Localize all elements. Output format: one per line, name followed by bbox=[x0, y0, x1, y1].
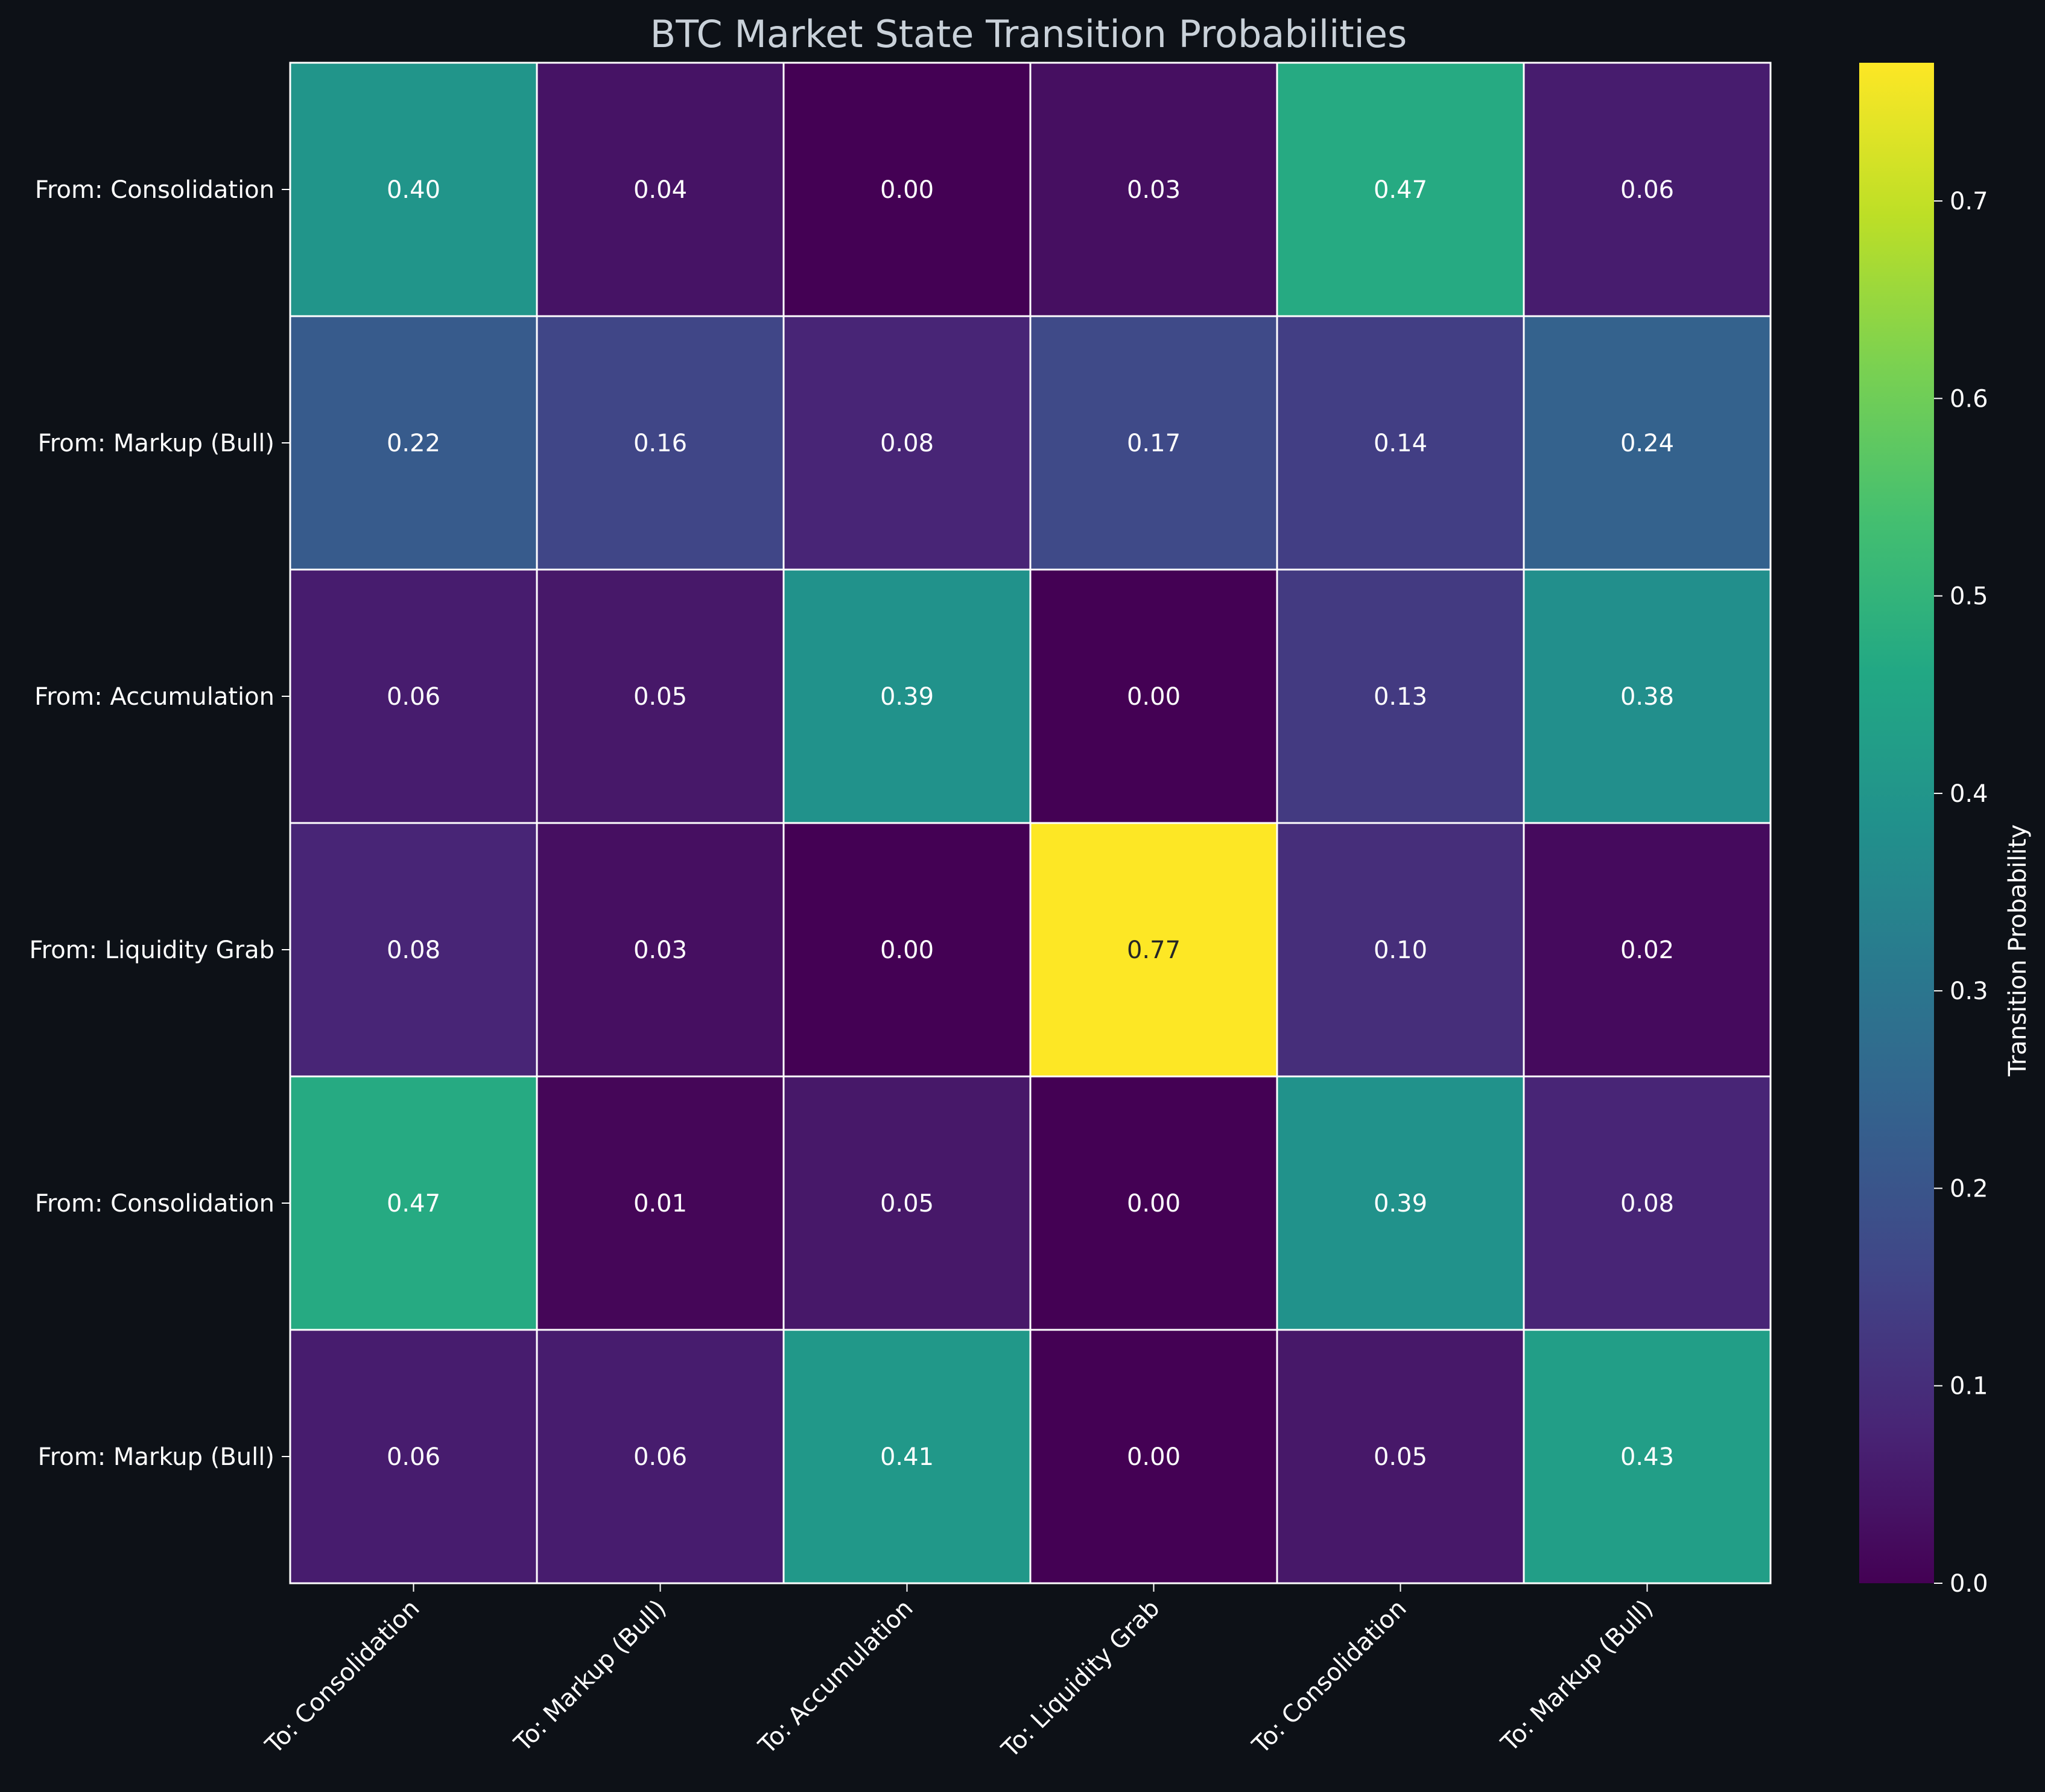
heatmap-cell bbox=[289, 62, 538, 317]
heatmap-cell bbox=[289, 568, 538, 824]
cell-value-label: 0.06 bbox=[387, 683, 440, 711]
heatmap-cell bbox=[289, 1329, 538, 1584]
cell-value-label: 0.05 bbox=[633, 683, 687, 711]
heatmap-cells: 0.40 0.04 0.00 0.03 0.47 0.06 0.22 0.16 0.08 0.17… bbox=[289, 62, 1772, 1584]
cell-value-label: 0.41 bbox=[880, 1443, 934, 1471]
heatmap-cell bbox=[782, 822, 1032, 1078]
cell-value-label: 0.00 bbox=[1127, 1443, 1181, 1471]
heatmap-cell bbox=[1523, 1329, 1772, 1584]
cell-value-label: 0.03 bbox=[1127, 176, 1181, 204]
y-tick-labels: From: Consolidation From: Markup (Bull) Fr… bbox=[30, 176, 290, 1471]
colorbar: 0.0 0.1 0.2 0.3 0.4 0.5 0.6 0.7 bbox=[1859, 63, 1988, 1598]
y-tick-label: From: Markup (Bull) bbox=[38, 430, 274, 457]
cell-value-label: 0.43 bbox=[1620, 1443, 1674, 1471]
heatmap-cell bbox=[782, 62, 1032, 317]
heatmap-cell bbox=[536, 62, 785, 317]
colorbar-tick-label: 0.1 bbox=[1950, 1373, 1988, 1400]
cell-value-label: 0.47 bbox=[1374, 176, 1427, 204]
heatmap-cell bbox=[536, 568, 785, 824]
cell-value-label: 0.01 bbox=[633, 1190, 687, 1218]
cell-value-label: 0.14 bbox=[1374, 430, 1427, 457]
cell-value-label: 0.17 bbox=[1127, 430, 1181, 457]
cell-value-label: 0.05 bbox=[1374, 1443, 1427, 1471]
cell-value-label: 0.06 bbox=[633, 1443, 687, 1471]
heatmap-cell bbox=[1276, 822, 1525, 1078]
cell-value-label: 0.10 bbox=[1374, 936, 1427, 964]
cell-value-label: 0.00 bbox=[880, 176, 934, 204]
cell-value-label: 0.47 bbox=[387, 1190, 440, 1218]
heatmap-cell bbox=[1276, 568, 1525, 824]
cell-value-label: 0.22 bbox=[387, 430, 440, 457]
cell-value-label: 0.00 bbox=[1127, 1190, 1181, 1218]
heatmap-cell bbox=[1029, 315, 1278, 571]
colorbar-tick-label: 0.5 bbox=[1950, 583, 1988, 611]
cell-value-label: 0.16 bbox=[633, 430, 687, 457]
cell-value-label: 0.40 bbox=[387, 176, 440, 204]
cell-value-label: 0.13 bbox=[1374, 683, 1427, 711]
colorbar-tick-label: 0.2 bbox=[1950, 1175, 1988, 1203]
y-tick-label: From: Consolidation bbox=[35, 176, 274, 204]
cell-value-label: 0.38 bbox=[1620, 683, 1674, 711]
cell-value-label: 0.39 bbox=[1374, 1190, 1427, 1218]
heatmap-cell bbox=[1523, 1075, 1772, 1331]
cell-value-label: 0.04 bbox=[633, 176, 687, 204]
y-tick-label: From: Markup (Bull) bbox=[38, 1443, 274, 1471]
cell-value-label: 0.03 bbox=[633, 936, 687, 964]
heatmap-cell bbox=[536, 315, 785, 571]
cell-value-label: 0.08 bbox=[1620, 1190, 1674, 1218]
cell-value-label: 0.77 bbox=[1127, 936, 1181, 964]
cell-value-label: 0.02 bbox=[1620, 936, 1674, 964]
heatmap-cell bbox=[1029, 568, 1278, 824]
colorbar-gradient bbox=[1859, 63, 1934, 1583]
cell-value-label: 0.24 bbox=[1620, 430, 1674, 457]
cell-value-label: 0.08 bbox=[880, 430, 934, 457]
colorbar-tick-label: 0.6 bbox=[1950, 385, 1988, 413]
cell-value-label: 0.00 bbox=[880, 936, 934, 964]
colorbar-tick-label: 0.3 bbox=[1950, 977, 1988, 1005]
heatmap-cell bbox=[782, 1329, 1032, 1584]
y-tick-label: From: Consolidation bbox=[35, 1190, 274, 1218]
y-tick-label: From: Liquidity Grab bbox=[30, 936, 274, 964]
heatmap-cell bbox=[536, 1075, 785, 1331]
heatmap-cell bbox=[1523, 568, 1772, 824]
cell-value-label: 0.05 bbox=[880, 1190, 934, 1218]
colorbar-tick-label: 0.0 bbox=[1950, 1570, 1988, 1598]
colorbar-label: Transition Probability bbox=[2004, 824, 2032, 1077]
cell-value-label: 0.39 bbox=[880, 683, 934, 711]
chart-title: BTC Market State Transition Probabilitie… bbox=[650, 12, 1407, 56]
heatmap-cell bbox=[782, 568, 1032, 824]
cell-value-label: 0.00 bbox=[1127, 683, 1181, 711]
heatmap-cell bbox=[1029, 822, 1278, 1078]
heatmap-cell bbox=[289, 315, 538, 571]
heatmap-cell bbox=[1276, 1075, 1525, 1331]
heatmap-cell bbox=[1276, 1329, 1525, 1584]
heatmap-cell bbox=[1523, 315, 1772, 571]
heatmap-cell bbox=[782, 315, 1032, 571]
cell-value-label: 0.08 bbox=[387, 936, 440, 964]
heatmap-cell bbox=[1523, 822, 1772, 1078]
y-tick-label: From: Accumulation bbox=[34, 683, 274, 711]
heatmap-cell bbox=[289, 822, 538, 1078]
colorbar-tick-label: 0.4 bbox=[1950, 780, 1988, 808]
heatmap-cell bbox=[1029, 62, 1278, 317]
heatmap-cell bbox=[289, 1075, 538, 1331]
cell-value-label: 0.06 bbox=[387, 1443, 440, 1471]
heatmap-cell bbox=[536, 822, 785, 1078]
cell-value-label: 0.06 bbox=[1620, 176, 1674, 204]
heatmap-cell bbox=[1029, 1329, 1278, 1584]
colorbar-tick-label: 0.7 bbox=[1950, 188, 1988, 215]
